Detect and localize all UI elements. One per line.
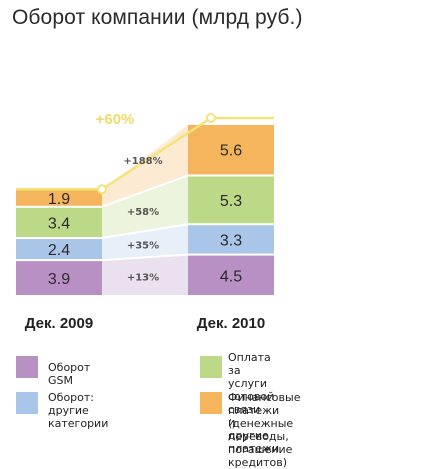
bar-segment-0-0 — [16, 261, 102, 295]
connector-band-0 — [102, 255, 188, 295]
legend-swatch-other — [16, 392, 38, 414]
legend-label-financial-line2: переводы, погашение кредитов) — [228, 430, 293, 469]
connector-band-3 — [102, 124, 188, 206]
value-label-1-1: 3.3 — [220, 232, 242, 249]
bar-segment-0-3 — [16, 190, 102, 206]
legend-swatch-mobile-payments — [200, 356, 222, 378]
connector-band-1 — [102, 225, 188, 260]
bar-segment-1-3 — [188, 124, 274, 175]
value-label-1-3: 5.6 — [220, 143, 242, 160]
value-label-1-2: 5.3 — [220, 193, 242, 210]
legend-label-other-line1: Оборот: — [48, 391, 94, 404]
legend-swatch-gsm — [16, 356, 38, 378]
bar-segment-1-1 — [188, 225, 274, 254]
legend-label-gsm: Оборот GSM — [48, 361, 91, 387]
bar-segment-1-0 — [188, 255, 274, 295]
value-label-0-2: 3.4 — [48, 215, 70, 232]
legend-label-other-line2: другие категории — [48, 404, 109, 430]
total-growth-line — [16, 116, 274, 191]
change-label-0: +13% — [127, 273, 159, 284]
category-label-0: Дек. 2009 — [25, 315, 93, 332]
change-label-3: +188% — [123, 156, 162, 167]
value-label-0-0: 3.9 — [48, 271, 70, 288]
bar-segment-0-2 — [16, 207, 102, 238]
connector-band-2 — [102, 176, 188, 238]
legend-label-other: Оборот: другие категории — [48, 391, 108, 430]
legend-label-mobile-payments-line1: Оплата за услуги сотовой связи — [228, 351, 275, 416]
bar-segment-1-2 — [188, 176, 274, 224]
value-label-0-1: 2.4 — [48, 242, 70, 259]
value-label-0-3: 1.9 — [48, 191, 70, 208]
value-label-1-0: 4.5 — [220, 268, 242, 285]
total-change-label: +60% — [96, 111, 135, 128]
total-growth-point-1 — [206, 112, 216, 123]
total-growth-point-0 — [97, 184, 107, 195]
legend-swatch-financial — [200, 392, 222, 414]
category-label-1: Дек. 2010 — [197, 315, 265, 332]
legend-label-financial-line1: Финансовые платежи (денежные — [228, 391, 301, 430]
legend-label-financial: Финансовые платежи (денежные переводы, п… — [228, 391, 300, 469]
stacked-bar-chart: 3.9 2.4 3.4 1.9 4.5 3.3 5.3 5.6 +13% +35% +58% +188… — [16, 111, 274, 332]
bar-segment-0-1 — [16, 239, 102, 260]
change-label-2: +58% — [127, 207, 159, 218]
chart-title: Оборот компании (млрд руб.) — [12, 6, 303, 29]
change-label-1: +35% — [127, 240, 159, 251]
